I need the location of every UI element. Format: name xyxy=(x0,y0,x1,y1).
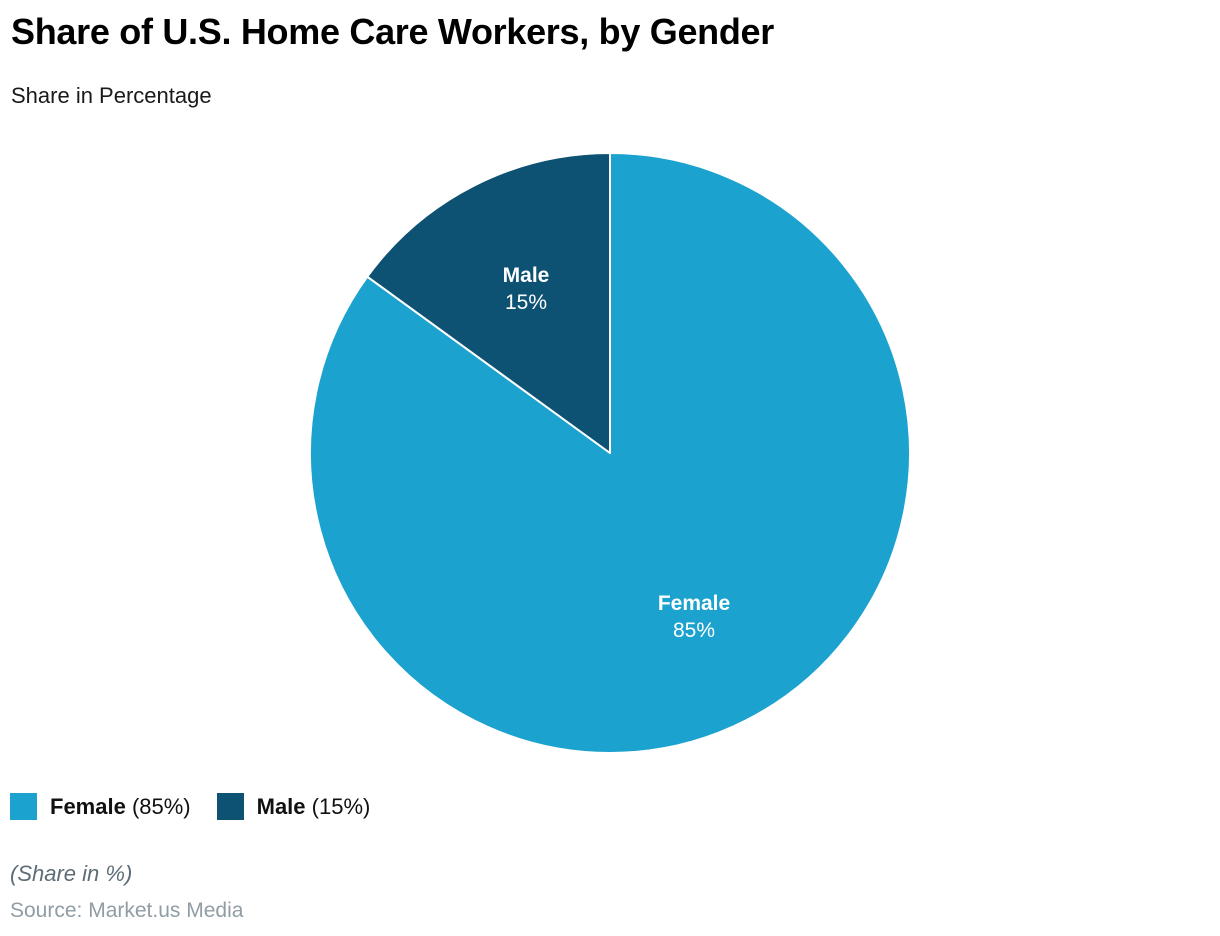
legend-label: Male (15%) xyxy=(257,794,371,820)
legend-label-value: (15%) xyxy=(305,793,371,819)
legend: Female (85%) Male (15%) xyxy=(10,793,370,820)
legend-label-name: Female xyxy=(50,793,126,819)
legend-swatch-male xyxy=(216,793,244,820)
source-text: Source: Market.us Media xyxy=(10,899,244,922)
chart-subtitle: Share in Percentage xyxy=(11,83,212,108)
pie-slice-male[interactable] xyxy=(366,152,611,454)
legend-label-name: Male xyxy=(256,793,306,819)
legend-label-value: (85%) xyxy=(125,793,191,819)
legend-label: Female (85%) xyxy=(50,794,191,820)
legend-item-female[interactable]: Female (85%) xyxy=(10,793,191,820)
chart-title: Share of U.S. Home Care Workers, by Gend… xyxy=(11,11,774,52)
chart-note: (Share in %) xyxy=(10,861,133,886)
legend-item-male[interactable]: Male (15%) xyxy=(216,793,371,820)
legend-swatch-female xyxy=(10,793,37,820)
